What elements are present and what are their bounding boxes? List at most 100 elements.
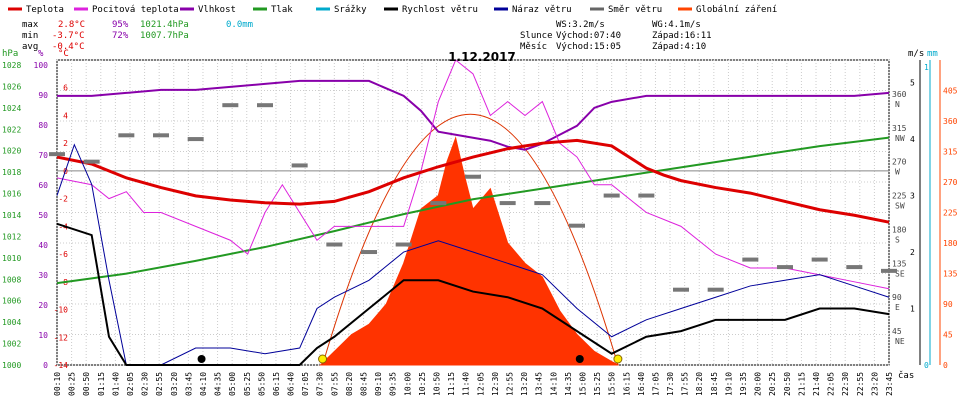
pressure-tick: 1004: [2, 318, 21, 327]
wind-direction-mark: [811, 257, 828, 262]
stat-max-hum: 95%: [112, 20, 129, 30]
pressure-line: [56, 136, 890, 285]
x-tick: 19:10: [724, 372, 733, 396]
legend-label: Vlhkost: [198, 5, 236, 15]
series: [49, 59, 897, 366]
x-tick: 14:35: [564, 372, 573, 396]
x-tick: 19:35: [739, 372, 748, 396]
wind-direction-mark: [49, 152, 65, 157]
direction-tick: 45: [892, 327, 902, 336]
x-tick: 09:10: [374, 372, 383, 396]
temperature-unit: °C: [58, 49, 69, 59]
x-tick: 06:15: [272, 372, 281, 396]
theoretical-radiation-curve: [322, 114, 619, 366]
x-tick: 18:20: [695, 372, 704, 396]
radiation-tick: 0: [943, 361, 948, 370]
wind-direction-mark: [222, 103, 239, 108]
x-tick: 10:00: [403, 372, 412, 396]
radiation-tick: 45: [943, 331, 953, 340]
wind-direction-mark: [465, 174, 481, 179]
legend-label: Pocitová teplota: [92, 5, 179, 15]
humidity-tick: 90: [38, 91, 48, 100]
pressure-tick: 1002: [2, 340, 21, 349]
legend-label: Globální záření: [696, 5, 777, 15]
pressure-tick: 1020: [2, 147, 21, 156]
temperature-line: [56, 138, 890, 224]
wind-speed-line: [56, 222, 890, 366]
x-tick: 20:25: [768, 372, 777, 396]
rain-tick: 0: [924, 361, 929, 370]
x-tick: 14:10: [549, 372, 558, 396]
x-tick: 05:25: [243, 372, 252, 396]
wind-direction-mark: [881, 268, 897, 273]
pressure-unit: hPa: [2, 49, 18, 59]
radiation-tick: 225: [943, 209, 958, 218]
radiation-tick: 405: [943, 87, 958, 96]
direction-tick: 135: [892, 259, 907, 268]
wind-direction-mark: [291, 163, 308, 168]
x-tick: 03:20: [170, 372, 179, 396]
wind-direction-mark: [603, 193, 620, 198]
radiation-tick: 270: [943, 178, 958, 187]
wind-direction-mark: [569, 223, 585, 228]
wind-direction-mark: [187, 137, 204, 142]
info-moonrise: Východ:15:05: [556, 42, 621, 52]
info-sunset: Západ:16:11: [652, 31, 712, 41]
x-tick: 02:05: [126, 372, 135, 396]
direction-label: N: [895, 100, 900, 109]
x-tick: 21:40: [812, 372, 821, 396]
stat-min-press: 1007.7hPa: [140, 31, 189, 41]
wind-direction-mark: [707, 287, 724, 292]
x-tick: 08:20: [345, 372, 354, 396]
humidity-tick: 100: [34, 61, 49, 70]
direction-tick: 225: [892, 192, 907, 201]
moonrise-marker: [575, 355, 584, 363]
info-moon-label: Měsíc: [520, 42, 547, 52]
stat-min-label: min: [22, 31, 38, 41]
legend-label: Teplota: [26, 5, 64, 15]
temperature-tick: -10: [54, 306, 69, 315]
pressure-tick: 1010: [2, 254, 21, 263]
x-tick: 00:50: [82, 372, 91, 396]
x-tick: 12:55: [505, 372, 514, 396]
wind-direction-mark: [326, 242, 343, 247]
wind-tick: 5: [910, 79, 915, 88]
x-tick: 16:15: [622, 372, 631, 396]
legend-label: Tlak: [271, 5, 293, 15]
x-tick: 15:50: [608, 372, 617, 396]
humidity-tick: 60: [38, 181, 48, 190]
wind-direction-mark: [257, 103, 273, 108]
temperature-tick: 2: [63, 139, 68, 148]
radiation-area: [319, 136, 619, 366]
wind-tick: 1: [910, 305, 915, 314]
direction-label: S: [895, 235, 900, 244]
pressure-tick: 1022: [2, 125, 21, 134]
radiation-tick: 315: [943, 148, 958, 157]
x-tick: 22:55: [856, 372, 865, 396]
pressure-tick: 1024: [2, 104, 21, 113]
humidity-tick: 80: [38, 121, 48, 130]
rain-tick: 1: [924, 63, 929, 72]
radiation-tick: 360: [943, 117, 958, 126]
x-tick: 22:30: [841, 372, 850, 396]
sunset-marker: [613, 354, 623, 364]
x-tick: 09:35: [389, 372, 398, 396]
humidity-tick: 40: [38, 241, 48, 250]
direction-label: NE: [895, 337, 905, 346]
direction-label: SW: [895, 202, 905, 211]
apparent-temperature-line: [56, 59, 890, 290]
x-tick: 17:55: [681, 372, 690, 396]
wind-tick: 4: [910, 135, 915, 144]
rain-unit: mm: [927, 49, 938, 59]
wind-tick: 2: [910, 248, 915, 257]
pressure-tick: 1014: [2, 211, 21, 220]
sunrise-marker: [318, 354, 328, 364]
stat-min-temp: -3.7°C: [52, 31, 85, 41]
x-tick: 15:25: [593, 372, 602, 396]
radiation-tick: 90: [943, 300, 953, 309]
temperature-tick: 4: [63, 111, 68, 120]
legend-label: Srážky: [334, 5, 367, 15]
wind-direction-mark: [153, 133, 169, 138]
wind-direction-mark: [534, 201, 551, 206]
x-tick: 11:15: [447, 372, 456, 396]
